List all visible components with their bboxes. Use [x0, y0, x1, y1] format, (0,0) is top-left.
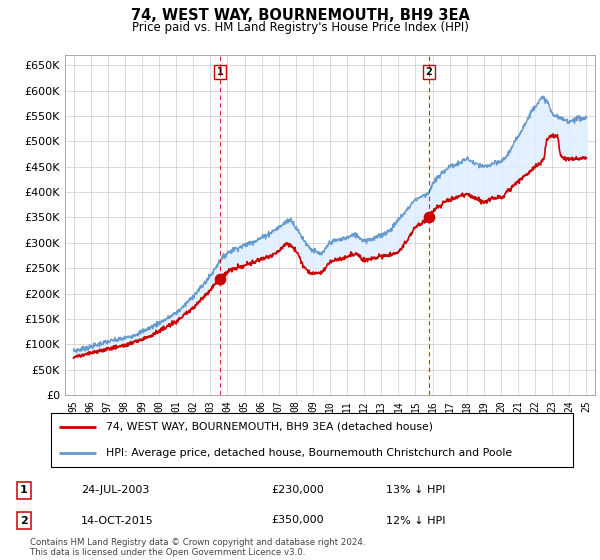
Text: 14-OCT-2015: 14-OCT-2015: [81, 516, 154, 525]
Text: Price paid vs. HM Land Registry's House Price Index (HPI): Price paid vs. HM Land Registry's House …: [131, 21, 469, 34]
Text: 1: 1: [20, 486, 28, 496]
Text: 13% ↓ HPI: 13% ↓ HPI: [386, 486, 446, 496]
Text: Contains HM Land Registry data © Crown copyright and database right 2024.
This d: Contains HM Land Registry data © Crown c…: [30, 538, 365, 557]
Text: 74, WEST WAY, BOURNEMOUTH, BH9 3EA: 74, WEST WAY, BOURNEMOUTH, BH9 3EA: [131, 8, 469, 24]
Text: HPI: Average price, detached house, Bournemouth Christchurch and Poole: HPI: Average price, detached house, Bour…: [106, 448, 512, 458]
Point: [424, 213, 434, 222]
Text: 2: 2: [20, 516, 28, 525]
FancyBboxPatch shape: [50, 413, 574, 467]
Text: 12% ↓ HPI: 12% ↓ HPI: [386, 516, 446, 525]
Text: 1: 1: [217, 67, 223, 77]
Text: 24-JUL-2003: 24-JUL-2003: [81, 486, 149, 496]
Text: 74, WEST WAY, BOURNEMOUTH, BH9 3EA (detached house): 74, WEST WAY, BOURNEMOUTH, BH9 3EA (deta…: [106, 422, 433, 432]
Text: £350,000: £350,000: [271, 516, 324, 525]
Point: [215, 274, 224, 283]
Text: 2: 2: [425, 67, 433, 77]
Text: £230,000: £230,000: [271, 486, 324, 496]
